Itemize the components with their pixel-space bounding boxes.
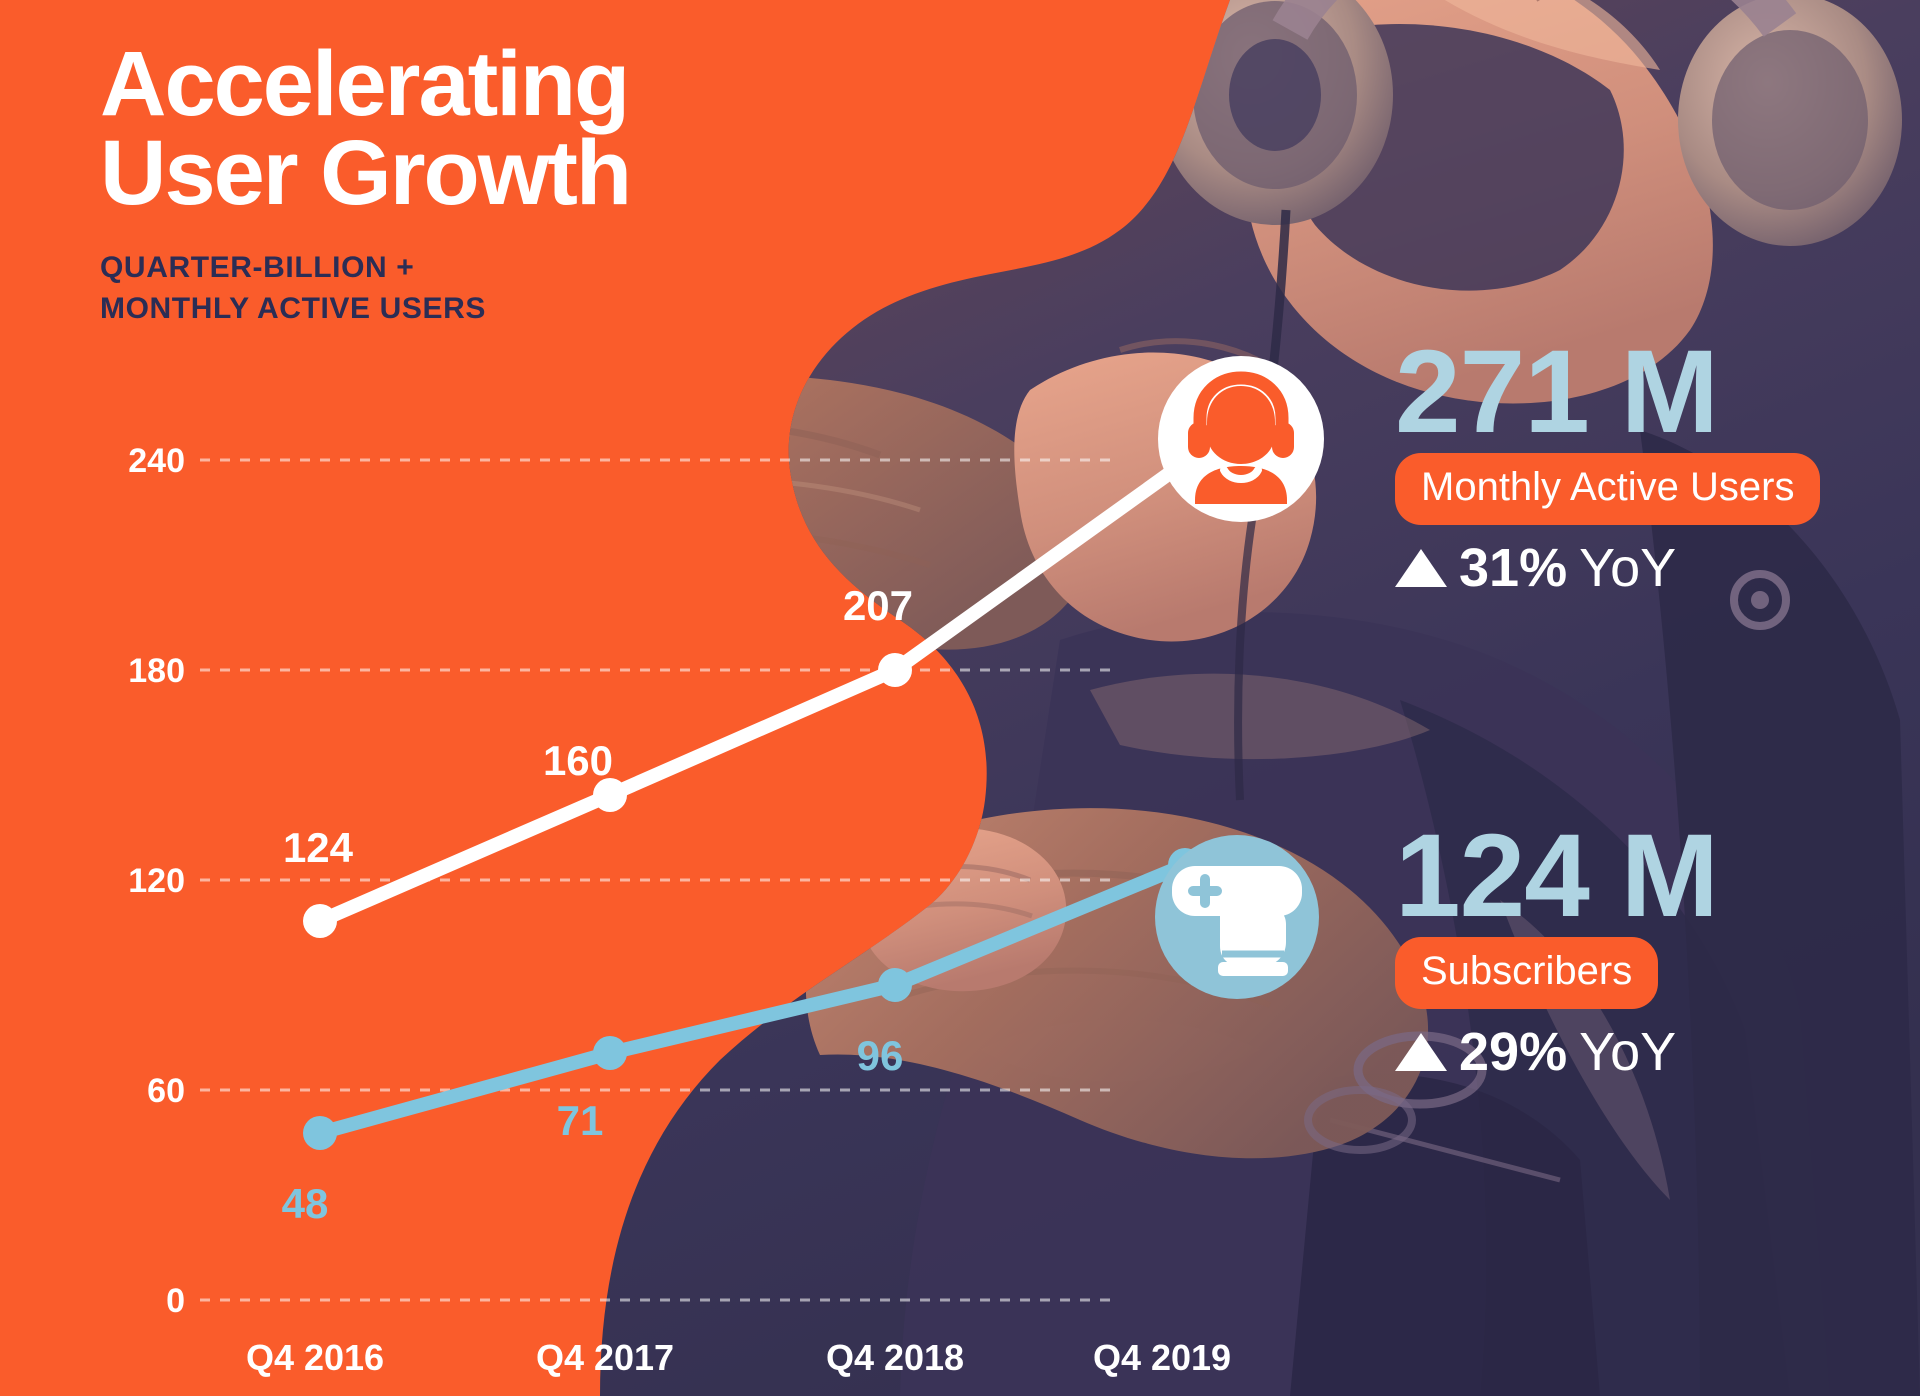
data-point (303, 1116, 337, 1150)
stat-yoy-suffix: YoY (1579, 1021, 1677, 1082)
x-tick-q4-2017: Q4 2017 (536, 1337, 674, 1378)
stat-badge-label: Monthly Active Users (1395, 452, 1821, 525)
data-point (303, 904, 337, 938)
stat-monthly-active-users: 271 M Monthly Active Users 31% YoY (1395, 326, 1821, 595)
page-title: Accelerating User Growth (100, 33, 632, 225)
stat-value: 124 M (1395, 810, 1719, 942)
stat-yoy-row: 29% YoY (1395, 1025, 1718, 1079)
y-tick-120: 120 (128, 862, 185, 900)
headline-block: Accelerating User Growth QUARTER-BILLION… (100, 33, 632, 329)
y-tick-60: 60 (147, 1072, 185, 1110)
data-point (878, 653, 912, 687)
data-label-160: 160 (543, 737, 613, 784)
y-tick-180: 180 (128, 652, 185, 690)
data-label-71: 71 (557, 1097, 604, 1144)
stat-subscribers: 124 M Subscribers 29% YoY (1395, 810, 1719, 1079)
stat-value: 271 M (1395, 326, 1719, 458)
stat-yoy-value: 31% (1459, 537, 1568, 598)
y-tick-240: 240 (128, 442, 185, 480)
series-subscribers: 48 71 96 (282, 848, 1202, 1227)
data-point (878, 968, 912, 1002)
page-subtitle: QUARTER-BILLION + MONTHLY ACTIVE USERS (100, 251, 486, 325)
stat-badge-label: Subscribers (1395, 936, 1659, 1009)
stat-yoy-row: 31% YoY (1395, 541, 1820, 595)
headset-user-icon (1150, 348, 1332, 535)
stat-yoy-value: 29% (1459, 1021, 1568, 1082)
x-tick-q4-2016: Q4 2016 (246, 1337, 384, 1378)
trend-up-icon (1395, 548, 1447, 587)
stat-yoy-suffix: YoY (1579, 537, 1677, 598)
subscribe-tap-icon (1148, 828, 1326, 1011)
y-tick-0: 0 (166, 1282, 185, 1320)
data-label-48: 48 (282, 1180, 329, 1227)
data-label-124: 124 (283, 824, 354, 871)
series-monthly-active-users: 124 160 207 (283, 448, 1202, 938)
chart-gridlines (200, 458, 1120, 1302)
x-tick-q4-2018: Q4 2018 (826, 1337, 964, 1378)
x-tick-q4-2019: Q4 2019 (1093, 1337, 1231, 1378)
data-point (593, 1036, 627, 1070)
data-label-96: 96 (857, 1032, 904, 1079)
y-axis-ticks: 0 60 120 180 240 (128, 442, 185, 1320)
x-axis-ticks: Q4 2016 Q4 2017 Q4 2018 Q4 2019 (246, 1337, 1231, 1378)
trend-up-icon (1395, 1032, 1447, 1071)
data-label-207: 207 (843, 582, 913, 629)
